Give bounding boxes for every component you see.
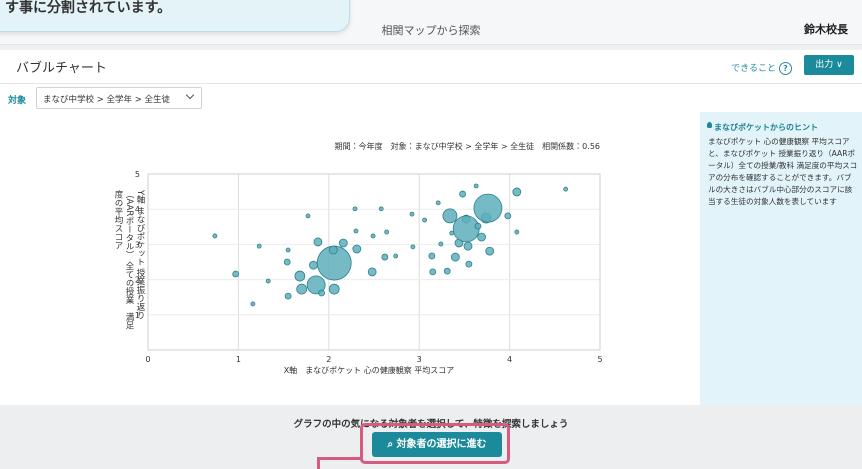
bubble: [410, 244, 416, 250]
y-tick-label: 3: [135, 240, 140, 249]
bubble: [352, 206, 358, 212]
bubble: [452, 215, 480, 243]
bubble: [328, 245, 338, 255]
bulb-icon: [707, 122, 712, 128]
bubble: [512, 187, 522, 197]
chart: 期間：今年度 対象：まなび中学校 > 全学年 > 全生徒 相関係数：0.56 0 1…: [135, 141, 603, 375]
bubble: [283, 258, 291, 266]
bubble: [504, 212, 512, 220]
chart-subtitle: 期間：今年度 対象：まなび中学校 > 全学年 > 全生徒 相関係数：0.56: [335, 141, 600, 151]
highlight-ring: [360, 423, 510, 464]
hint-text: まなびポケット 心の健康観察 平均スコアと、まなびポケット 授業振り返り（AAR…: [708, 137, 858, 206]
bubble: [384, 229, 390, 235]
bubble: [465, 260, 473, 268]
divider: [0, 83, 862, 84]
bubble: [378, 206, 384, 212]
bubble: [313, 237, 323, 247]
pointer-line: [317, 457, 362, 460]
bubble: [409, 211, 415, 217]
export-button[interactable]: 出力 ∨: [804, 55, 854, 75]
bubble: [328, 283, 340, 295]
bubble: [443, 267, 451, 275]
filter-label: 対象: [8, 96, 27, 106]
y-tick-label: 1: [135, 311, 140, 320]
dropdown-arrow[interactable]: [185, 90, 195, 100]
bubble: [563, 186, 569, 192]
notice-text: す事に分割されています。: [5, 0, 172, 16]
y-axis-label: Y軸 まなびポケット 授業振り返り（AARポータル） 全ての授業 満足度の平均ス…: [113, 190, 145, 330]
bubble: [485, 246, 495, 256]
y-tick-label: 4: [135, 205, 140, 214]
x-tick-label: 2: [326, 355, 331, 364]
bubble: [473, 183, 479, 189]
notice-popup: す事に分割されています。: [0, 0, 350, 32]
bubble: [367, 267, 377, 277]
bubble: [338, 238, 348, 248]
bubble: [422, 217, 428, 223]
bubble: [232, 270, 240, 278]
bubble: [474, 222, 482, 230]
bubble: [381, 253, 389, 261]
bubble: [309, 260, 318, 270]
select-button-text[interactable]: 対象者の選択に進む: [396, 439, 487, 450]
bubble: [370, 233, 376, 239]
bubble: [265, 278, 271, 284]
page-title: バブルチャート: [16, 61, 107, 76]
x-axis-label: X軸 まなびポケット 心の健康観察 平均スコア: [284, 365, 455, 375]
bubble: [212, 233, 218, 239]
x-tick-label: 0: [145, 355, 150, 364]
y-tick-label: 5: [135, 170, 140, 179]
bubble: [306, 275, 326, 295]
bubble: [477, 232, 486, 242]
bubble: [459, 190, 466, 198]
bubble: [284, 292, 292, 300]
bubble: [305, 213, 311, 219]
help-text[interactable]: できること: [731, 64, 776, 74]
bubble: [438, 241, 444, 247]
bubble: [463, 241, 473, 251]
bubble: [318, 289, 325, 297]
bubble: [294, 270, 306, 282]
bubble: [514, 229, 520, 235]
bubble: [296, 283, 308, 295]
filter-value[interactable]: まなび中学校 > 全学年 > 全生徒: [43, 95, 171, 105]
bubble: [352, 244, 362, 254]
bubble: [353, 228, 359, 234]
x-tick-label: 5: [597, 355, 602, 364]
bubble: [473, 193, 503, 223]
hint-panel: まなびポケットからのヒント まなびポケット 心の健康観察 平均スコアと、まなびポ…: [700, 112, 862, 405]
hint-title: まなびポケットからのヒント: [714, 123, 818, 132]
bubble: [428, 252, 436, 260]
user-name[interactable]: 鈴木校長: [804, 23, 848, 36]
filter-select[interactable]: まなび中学校 > 全学年 > 全生徒: [36, 87, 202, 109]
y-tick-label: 2: [135, 276, 140, 285]
select-button[interactable]: ⌕ 対象者の選択に進む: [372, 432, 502, 457]
bubble: [429, 268, 437, 276]
bubble: [435, 200, 441, 206]
bubble: [285, 247, 291, 253]
help-icon[interactable]: ?: [779, 62, 792, 75]
bubble: [442, 208, 458, 224]
pointer-line: [317, 458, 320, 469]
header-title: 相関マップから探索: [381, 24, 481, 37]
x-tick-label: 1: [236, 355, 241, 364]
bubble: [256, 243, 262, 249]
x-tick-label: 4: [507, 355, 512, 364]
help-link[interactable]: できること?: [731, 61, 792, 75]
export-text[interactable]: 出力: [815, 60, 834, 70]
x-tick-label: 3: [417, 355, 422, 364]
bubble: [450, 252, 460, 262]
plot-frame: [147, 173, 601, 351]
bubble: [250, 301, 256, 307]
bubble: [393, 253, 399, 259]
